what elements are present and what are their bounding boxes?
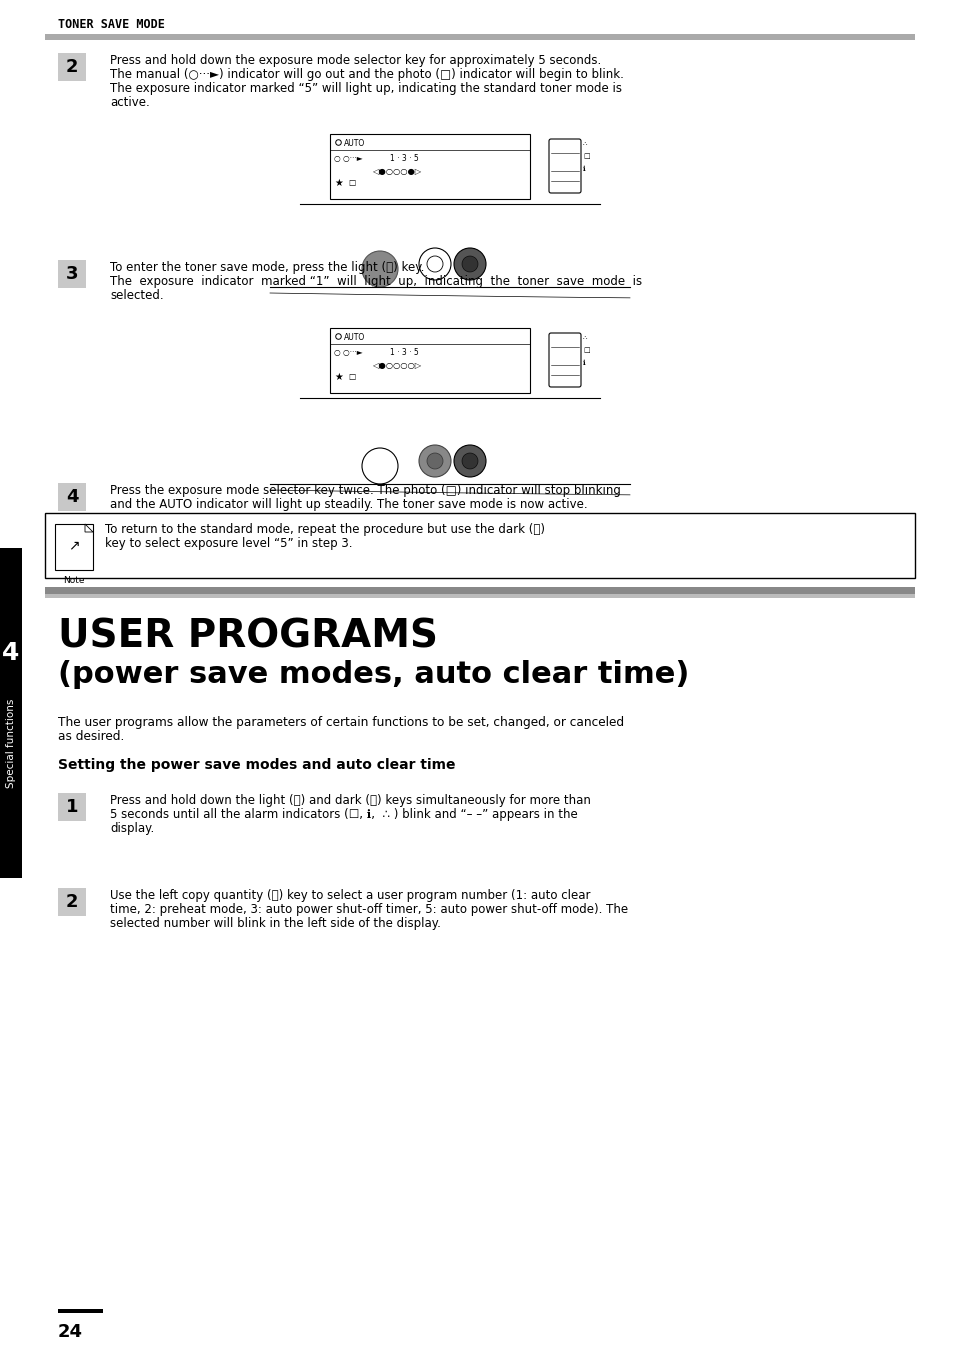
Text: □: □: [582, 346, 589, 353]
Bar: [45, 594, 914, 599]
Polygon shape: [85, 524, 92, 532]
Bar: [45, 586, 914, 594]
Text: display.: display.: [110, 822, 154, 834]
Text: 24: 24: [58, 1322, 83, 1341]
Text: Setting the power save modes and auto clear time: Setting the power save modes and auto cl…: [58, 758, 455, 772]
Text: ★: ★: [334, 372, 342, 381]
Text: 1 · 3 · 5: 1 · 3 · 5: [390, 154, 418, 163]
Text: ℹ: ℹ: [582, 360, 585, 367]
Text: active.: active.: [110, 96, 150, 109]
Text: ○ ○···►: ○ ○···►: [334, 348, 362, 357]
Text: USER PROGRAMS: USER PROGRAMS: [58, 617, 437, 656]
Text: (power save modes, auto clear time): (power save modes, auto clear time): [58, 661, 689, 689]
Text: ◁●○○○○▷: ◁●○○○○▷: [372, 361, 421, 369]
Bar: [58, 260, 86, 288]
Text: 2: 2: [66, 892, 78, 911]
Bar: [55, 524, 92, 570]
Text: To return to the standard mode, repeat the procedure but use the dark (ⓘ): To return to the standard mode, repeat t…: [105, 523, 544, 537]
Circle shape: [418, 445, 451, 477]
Text: 5 seconds until all the alarm indicators (☐, ℹ,  ∴ ) blink and “– –” appears in : 5 seconds until all the alarm indicators…: [110, 807, 578, 821]
Circle shape: [427, 453, 442, 469]
Text: ★: ★: [334, 178, 342, 187]
Text: The exposure indicator marked “5” will light up, indicating the standard toner m: The exposure indicator marked “5” will l…: [110, 82, 621, 94]
FancyBboxPatch shape: [548, 333, 580, 387]
Bar: [0, 549, 22, 878]
Text: □: □: [348, 178, 355, 187]
Circle shape: [418, 248, 451, 280]
Bar: [330, 133, 530, 200]
Text: ∴: ∴: [582, 142, 587, 147]
Text: Note: Note: [63, 576, 85, 585]
Text: as desired.: as desired.: [58, 731, 124, 743]
Text: ↗: ↗: [68, 538, 80, 551]
Text: Press and hold down the light (ⓞ) and dark (ⓘ) keys simultaneously for more than: Press and hold down the light (ⓞ) and da…: [110, 794, 590, 807]
Text: 1: 1: [66, 798, 78, 816]
Text: The manual (○···►) indicator will go out and the photo (□) indicator will begin : The manual (○···►) indicator will go out…: [110, 67, 623, 81]
Text: Use the left copy quantity (Ⓜ) key to select a user program number (1: auto clea: Use the left copy quantity (Ⓜ) key to se…: [110, 888, 590, 902]
Text: TONER SAVE MODE: TONER SAVE MODE: [58, 18, 165, 31]
Text: 1 · 3 · 5: 1 · 3 · 5: [390, 348, 418, 357]
Text: AUTO: AUTO: [344, 139, 365, 148]
Text: ◁●○○○●▷: ◁●○○○●▷: [372, 167, 421, 177]
Text: To enter the toner save mode, press the light (ⓞ) key.: To enter the toner save mode, press the …: [110, 262, 424, 274]
Text: □: □: [582, 154, 589, 159]
Bar: [45, 34, 914, 40]
Text: The user programs allow the parameters of certain functions to be set, changed, : The user programs allow the parameters o…: [58, 716, 623, 729]
Circle shape: [461, 256, 477, 272]
Text: and the AUTO indicator will light up steadily. The toner save mode is now active: and the AUTO indicator will light up ste…: [110, 497, 587, 511]
Text: 4: 4: [2, 642, 20, 665]
Bar: [58, 888, 86, 917]
Text: 3: 3: [66, 266, 78, 283]
Text: Special functions: Special functions: [6, 698, 16, 787]
Text: 2: 2: [66, 58, 78, 75]
Bar: [58, 1309, 103, 1313]
Bar: [45, 514, 914, 578]
Text: The  exposure  indicator  marked “1”  will  light  up,  indicating  the  toner  : The exposure indicator marked “1” will l…: [110, 275, 641, 288]
Circle shape: [361, 448, 397, 484]
Circle shape: [427, 256, 442, 272]
Text: ℹ: ℹ: [582, 166, 585, 173]
Text: ○ ○···►: ○ ○···►: [334, 154, 362, 163]
Circle shape: [461, 453, 477, 469]
Bar: [58, 483, 86, 511]
Text: ∴: ∴: [582, 336, 587, 341]
Text: □: □: [348, 372, 355, 381]
Bar: [58, 53, 86, 81]
Circle shape: [454, 445, 485, 477]
Text: selected number will blink in the left side of the display.: selected number will blink in the left s…: [110, 917, 440, 930]
Text: selected.: selected.: [110, 288, 164, 302]
Text: AUTO: AUTO: [344, 333, 365, 342]
Circle shape: [454, 248, 485, 280]
Text: key to select exposure level “5” in step 3.: key to select exposure level “5” in step…: [105, 537, 352, 550]
Text: time, 2: preheat mode, 3: auto power shut-off timer, 5: auto power shut-off mode: time, 2: preheat mode, 3: auto power shu…: [110, 903, 627, 917]
Bar: [58, 793, 86, 821]
Circle shape: [361, 251, 397, 287]
Text: Press the exposure mode selector key twice. The photo (□) indicator will stop bl: Press the exposure mode selector key twi…: [110, 484, 620, 497]
Text: 4: 4: [66, 488, 78, 506]
Bar: [330, 328, 530, 394]
FancyBboxPatch shape: [548, 139, 580, 193]
Text: Press and hold down the exposure mode selector key for approximately 5 seconds.: Press and hold down the exposure mode se…: [110, 54, 600, 67]
